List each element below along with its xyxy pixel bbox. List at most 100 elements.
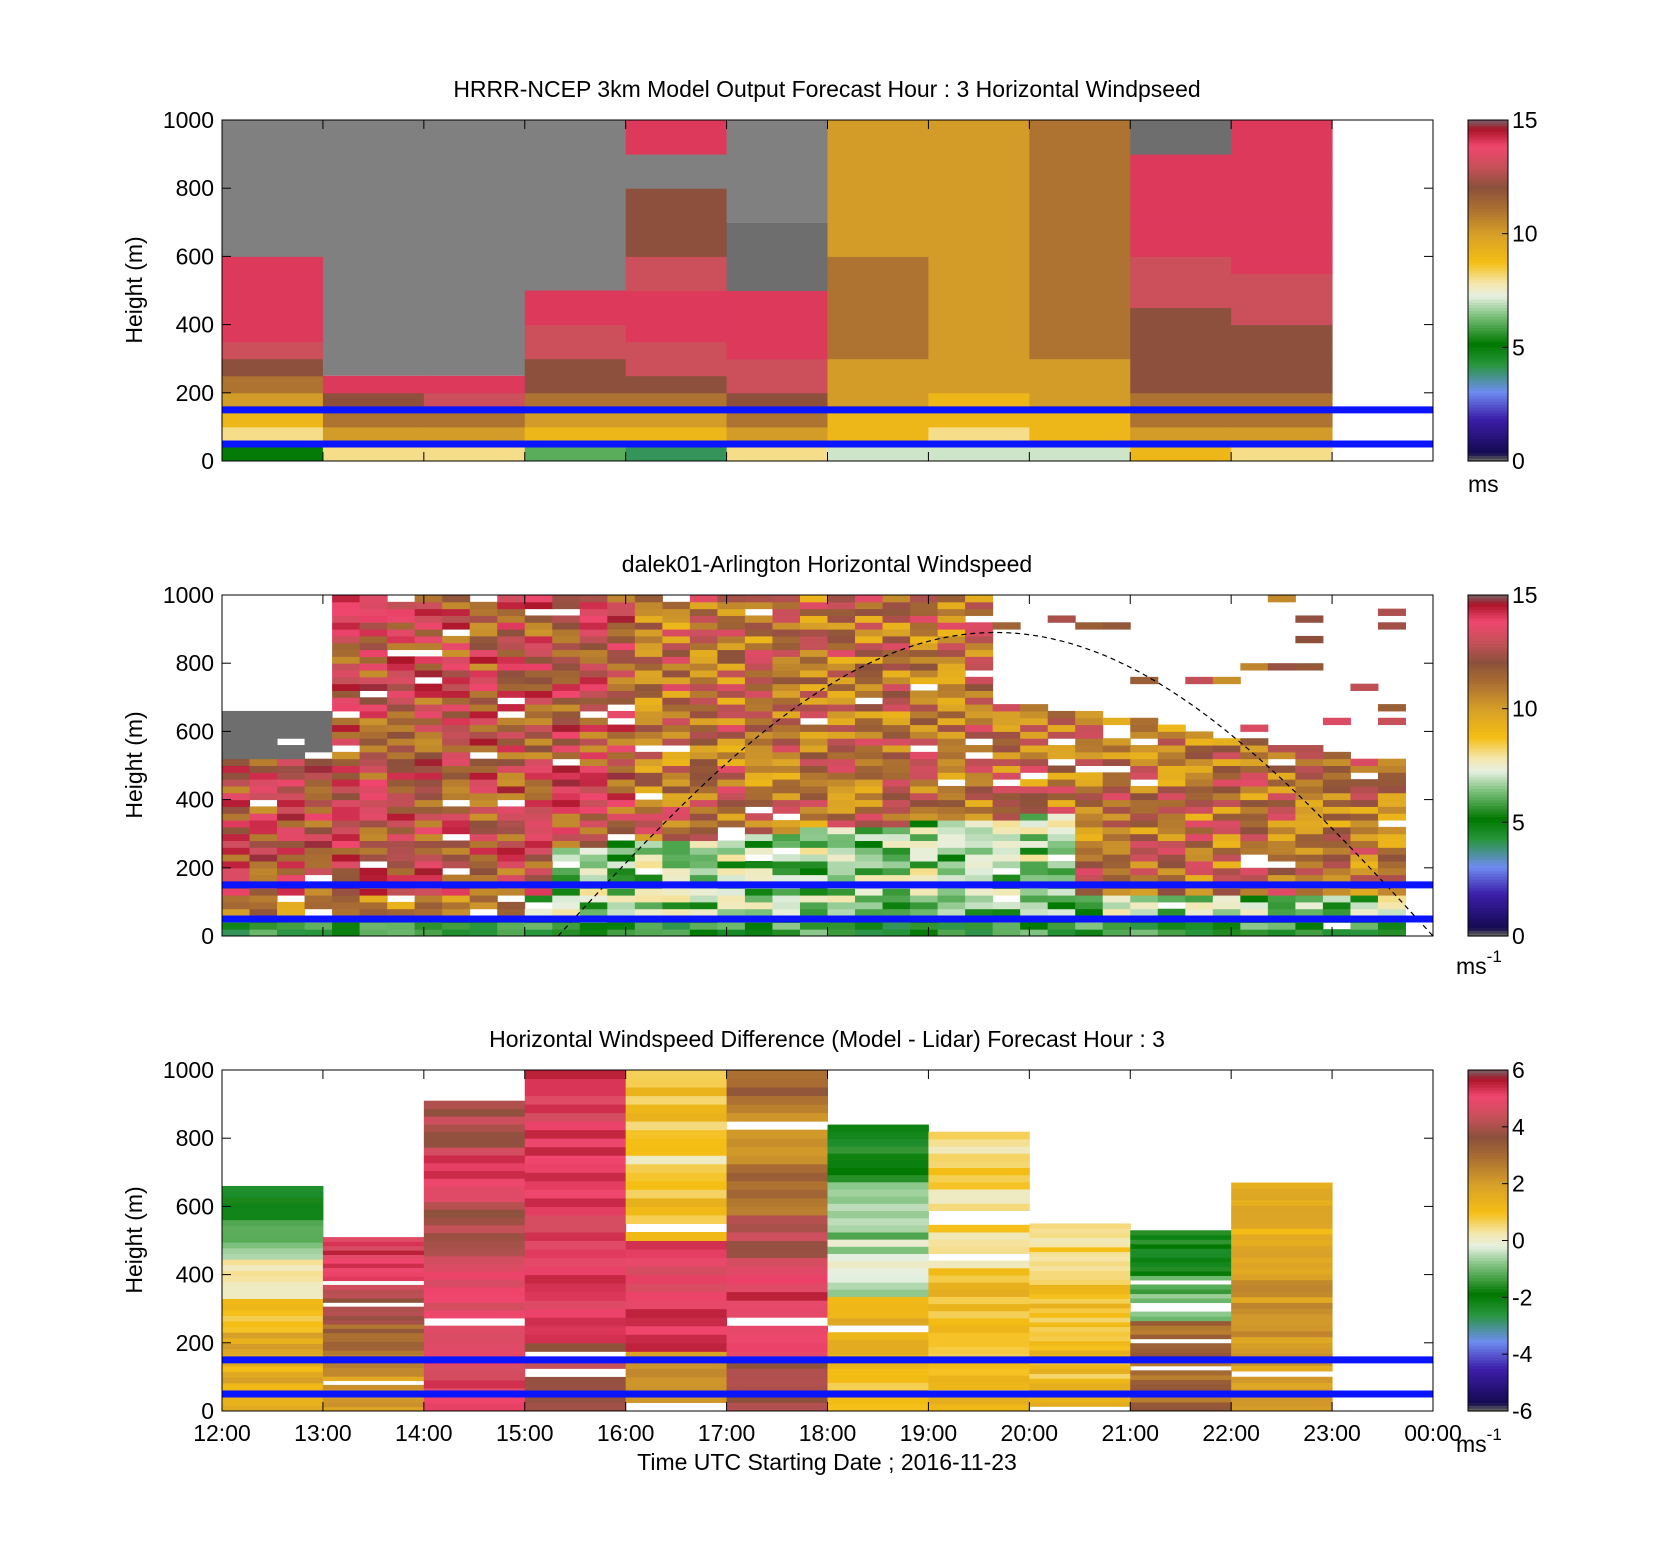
lidar-cell: [662, 895, 691, 903]
lidar-cell: [524, 895, 553, 903]
diff-cell: [524, 1249, 627, 1259]
lidar-cell: [882, 656, 911, 664]
y-tick-label: 1000: [163, 107, 214, 133]
lidar-cell: [249, 738, 278, 746]
diff-cell: [1130, 1275, 1232, 1281]
diff-cell: [322, 1293, 425, 1299]
lidar-cell: [717, 792, 746, 801]
lidar-cell: [910, 717, 939, 726]
colorbar-swatch: [1468, 830, 1508, 835]
lidar-cell: [1295, 663, 1324, 671]
lidar-cell: [469, 758, 498, 766]
lidar-cell: [827, 731, 856, 739]
lidar-cell: [937, 860, 966, 869]
lidar-cell: [965, 690, 994, 698]
lidar-cell: [497, 833, 526, 842]
y-tick-label: 200: [176, 1330, 214, 1356]
lidar-cell: [827, 710, 856, 719]
lidar-cell: [965, 731, 994, 739]
lidar-cell: [1020, 765, 1049, 773]
lidar-cell: [579, 697, 608, 705]
diff-cell: [1231, 1365, 1333, 1372]
lidar-cell: [1267, 751, 1296, 760]
lidar-cell: [249, 840, 278, 848]
lidar-cell: [414, 745, 443, 753]
lidar-cell: [387, 779, 416, 787]
lidar-cell: [1350, 813, 1379, 821]
lidar-cell: [304, 820, 333, 828]
lidar-cell: [442, 785, 471, 794]
y-tick-label: 600: [176, 1193, 214, 1219]
lidar-cell: [414, 717, 443, 726]
lidar-cell: [387, 840, 416, 848]
lidar-cell: [1185, 779, 1214, 787]
lidar-cell: [442, 874, 471, 882]
lidar-cell: [910, 601, 939, 610]
lidar-cell: [1075, 874, 1104, 882]
lidar-cell: [965, 806, 994, 814]
lidar-cell: [414, 833, 443, 842]
diff-cell: [726, 1180, 828, 1190]
lidar-cell: [689, 595, 718, 603]
lidar-cell: [442, 895, 471, 903]
model-cell: [928, 188, 1030, 206]
lidar-cell: [1267, 847, 1296, 855]
diff-cell: [222, 1253, 324, 1260]
colorbar-swatch: [1468, 1197, 1508, 1202]
colorbar-swatch: [1468, 1294, 1508, 1298]
lidar-cell: [414, 635, 443, 644]
lidar-cell: [524, 820, 553, 828]
lidar-cell: [497, 765, 526, 773]
lidar-cell: [332, 690, 361, 698]
lidar-cell: [579, 779, 608, 787]
colorbar-swatch: [1468, 646, 1508, 650]
lidar-cell: [1130, 676, 1159, 685]
lidar-cell: [332, 676, 361, 685]
lidar-cell: [634, 922, 663, 930]
diff-cell: [827, 1382, 929, 1391]
lidar-cell: [662, 799, 691, 807]
lidar-cell: [497, 929, 526, 936]
diff-cell: [928, 1282, 1030, 1290]
lidar-cell: [717, 867, 746, 876]
diff-cell: [625, 1308, 728, 1318]
lidar-cell: [744, 629, 773, 637]
model-cell: [1231, 256, 1333, 274]
colorbar-swatch: [1468, 364, 1508, 368]
colorbar-swatch: [1468, 839, 1508, 843]
lidar-cell: [992, 840, 1021, 848]
lidar-cell: [607, 608, 636, 616]
colorbar-swatch: [1468, 836, 1508, 840]
x-tick-label: 15:00: [496, 1420, 554, 1446]
model-cell: [1231, 358, 1333, 377]
model-cell: [625, 239, 728, 257]
colorbar-swatch: [1468, 441, 1508, 445]
colorbar-swatch: [1468, 882, 1508, 886]
lidar-cell: [524, 826, 553, 835]
colorbar-tick-label: -4: [1512, 1341, 1533, 1367]
model-cell: [1231, 171, 1333, 189]
lidar-cell: [1267, 833, 1296, 842]
lidar-cell: [1185, 901, 1214, 910]
lidar-cell: [882, 676, 911, 685]
model-cell: [1231, 290, 1333, 309]
colorbar-swatch: [1468, 276, 1508, 280]
model-cell: [726, 443, 828, 461]
colorbar-swatch: [1468, 139, 1508, 144]
lidar-cell: [744, 799, 773, 807]
model-cell: [524, 120, 627, 291]
lidar-cell: [827, 799, 856, 807]
lidar-cell: [689, 649, 718, 657]
lidar-cell: [1130, 847, 1159, 855]
diff-cell: [423, 1364, 526, 1373]
lidar-cell: [222, 751, 251, 760]
lidar-cell: [910, 820, 939, 828]
lidar-cell: [855, 813, 884, 821]
diff-cell: [1130, 1316, 1232, 1322]
lidar-cell: [277, 840, 306, 848]
lidar-cell: [992, 758, 1021, 766]
lidar-cell: [524, 663, 553, 671]
diff-cell: [1231, 1325, 1333, 1332]
lidar-cell: [992, 772, 1021, 780]
model-cell: [222, 120, 324, 138]
